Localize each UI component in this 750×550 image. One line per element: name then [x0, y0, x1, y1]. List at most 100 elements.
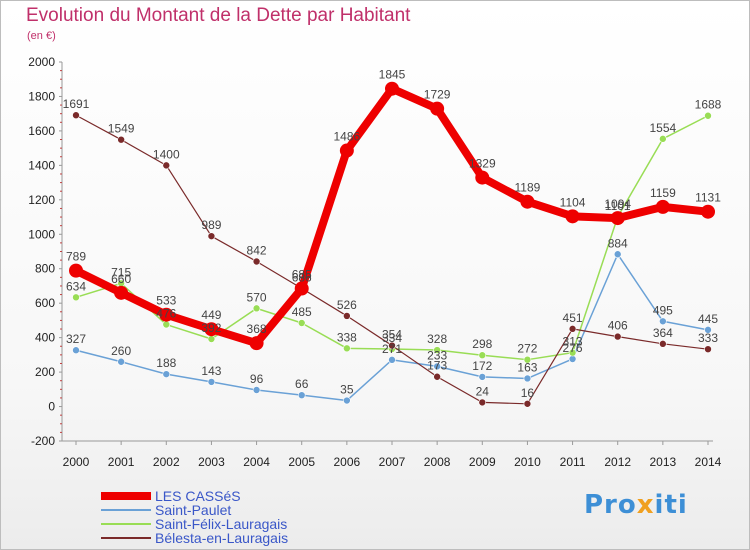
data-point — [430, 101, 445, 116]
data-point — [475, 170, 490, 185]
data-point — [72, 293, 80, 302]
data-label: 163 — [517, 360, 537, 374]
data-label: 686 — [292, 270, 312, 284]
x-tick-label: 2013 — [650, 455, 677, 469]
chart-title: Evolution du Montant de la Dette par Hab… — [26, 5, 411, 26]
y-tick-label: 600 — [35, 296, 55, 310]
series-3 — [72, 111, 712, 408]
data-point — [568, 355, 577, 363]
data-label: 338 — [337, 330, 357, 344]
data-point — [704, 111, 712, 120]
data-label: 715 — [111, 265, 131, 279]
x-tick-label: 2007 — [379, 455, 406, 469]
data-point — [207, 335, 216, 343]
data-label: 173 — [427, 359, 447, 373]
data-label: 1104 — [560, 195, 586, 209]
data-point — [117, 357, 125, 366]
y-tick-label: 1400 — [28, 158, 55, 172]
legend-item-saint-paulet: Saint-Paulet — [101, 503, 231, 517]
data-label: 634 — [66, 279, 86, 293]
data-point — [388, 356, 396, 364]
data-point — [343, 396, 351, 405]
data-label: 328 — [427, 332, 447, 346]
legend-label: Bélesta-en-Lauragais — [155, 530, 289, 546]
x-tick-label: 2004 — [243, 455, 270, 469]
x-tick-label: 2008 — [424, 455, 451, 469]
data-point — [117, 135, 125, 144]
legend-item-saint-felix-lauragais: Saint-Félix-Lauragais — [101, 517, 287, 531]
data-label: 526 — [337, 298, 357, 312]
data-point — [162, 161, 171, 170]
data-point — [610, 211, 625, 226]
data-label: 334 — [382, 331, 402, 345]
x-tick-label: 2011 — [560, 455, 586, 469]
data-point — [478, 351, 487, 360]
data-point — [701, 204, 715, 219]
data-label: 35 — [340, 383, 354, 397]
data-point — [659, 317, 667, 326]
data-point — [207, 232, 216, 240]
data-label: 233 — [427, 348, 447, 362]
series-lines — [69, 81, 715, 408]
data-point — [252, 257, 261, 266]
legend-swatch — [101, 509, 151, 511]
data-label: 533 — [156, 294, 176, 308]
legend-label: Saint-Félix-Lauragais — [155, 516, 288, 532]
data-point — [478, 373, 487, 381]
data-label: 495 — [653, 303, 673, 317]
data-label: 1688 — [695, 98, 722, 112]
data-point — [523, 374, 532, 383]
data-label: 1845 — [379, 68, 406, 82]
data-label: 1329 — [469, 157, 496, 171]
data-point — [249, 336, 264, 351]
data-label: 1159 — [650, 186, 676, 200]
data-label: 1189 — [515, 181, 541, 195]
y-tick-label: -200 — [31, 434, 55, 448]
series-0 — [69, 81, 715, 351]
data-point — [294, 281, 309, 296]
data-point — [659, 340, 667, 348]
data-point — [659, 135, 667, 143]
data-label: 260 — [111, 344, 131, 358]
data-label: 476 — [156, 307, 176, 321]
y-tick-label: 1800 — [28, 89, 55, 103]
data-label: 354 — [382, 328, 402, 342]
data-point — [613, 332, 622, 341]
legend-item-les-casses: LES CASSéS — [101, 489, 241, 503]
value-labels: 789 660 533 449 368 685 1486 1845 1729 1329 1189 11… — [63, 68, 722, 400]
y-tick-label: 400 — [35, 331, 55, 345]
y-tick-label: 200 — [35, 365, 55, 379]
x-tick-label: 2005 — [288, 455, 315, 469]
data-label: 1400 — [153, 147, 180, 161]
data-label: 1554 — [650, 121, 677, 135]
data-point — [385, 81, 399, 96]
data-label: 1094 — [604, 197, 631, 211]
data-point — [207, 378, 216, 386]
data-label: 66 — [295, 377, 309, 391]
axes: -200 0 200 400 600 800 1000 1200 1400 1600 1800 200… — [28, 55, 721, 469]
data-point — [72, 111, 80, 120]
x-tick-label: 2014 — [695, 455, 722, 469]
data-label: 364 — [653, 326, 673, 340]
data-label: 451 — [563, 311, 583, 325]
data-label: 660 — [111, 272, 131, 286]
y-tick-label: 800 — [35, 262, 55, 276]
data-label: 96 — [250, 372, 264, 386]
y-tick-label: 1600 — [28, 124, 55, 138]
data-point — [69, 263, 83, 278]
data-label: 272 — [517, 342, 537, 356]
x-tick-label: 2010 — [514, 455, 541, 469]
data-point — [433, 372, 441, 381]
data-label: 271 — [382, 342, 402, 356]
data-point — [704, 326, 712, 334]
data-label: 16 — [521, 386, 535, 400]
data-point — [433, 362, 441, 371]
data-label: 1549 — [108, 122, 135, 136]
data-label: 327 — [66, 332, 86, 346]
data-point — [565, 209, 580, 224]
data-point — [433, 346, 441, 354]
data-point — [339, 143, 354, 158]
data-label: 1691 — [63, 97, 90, 111]
data-label: 1101 — [605, 199, 631, 213]
